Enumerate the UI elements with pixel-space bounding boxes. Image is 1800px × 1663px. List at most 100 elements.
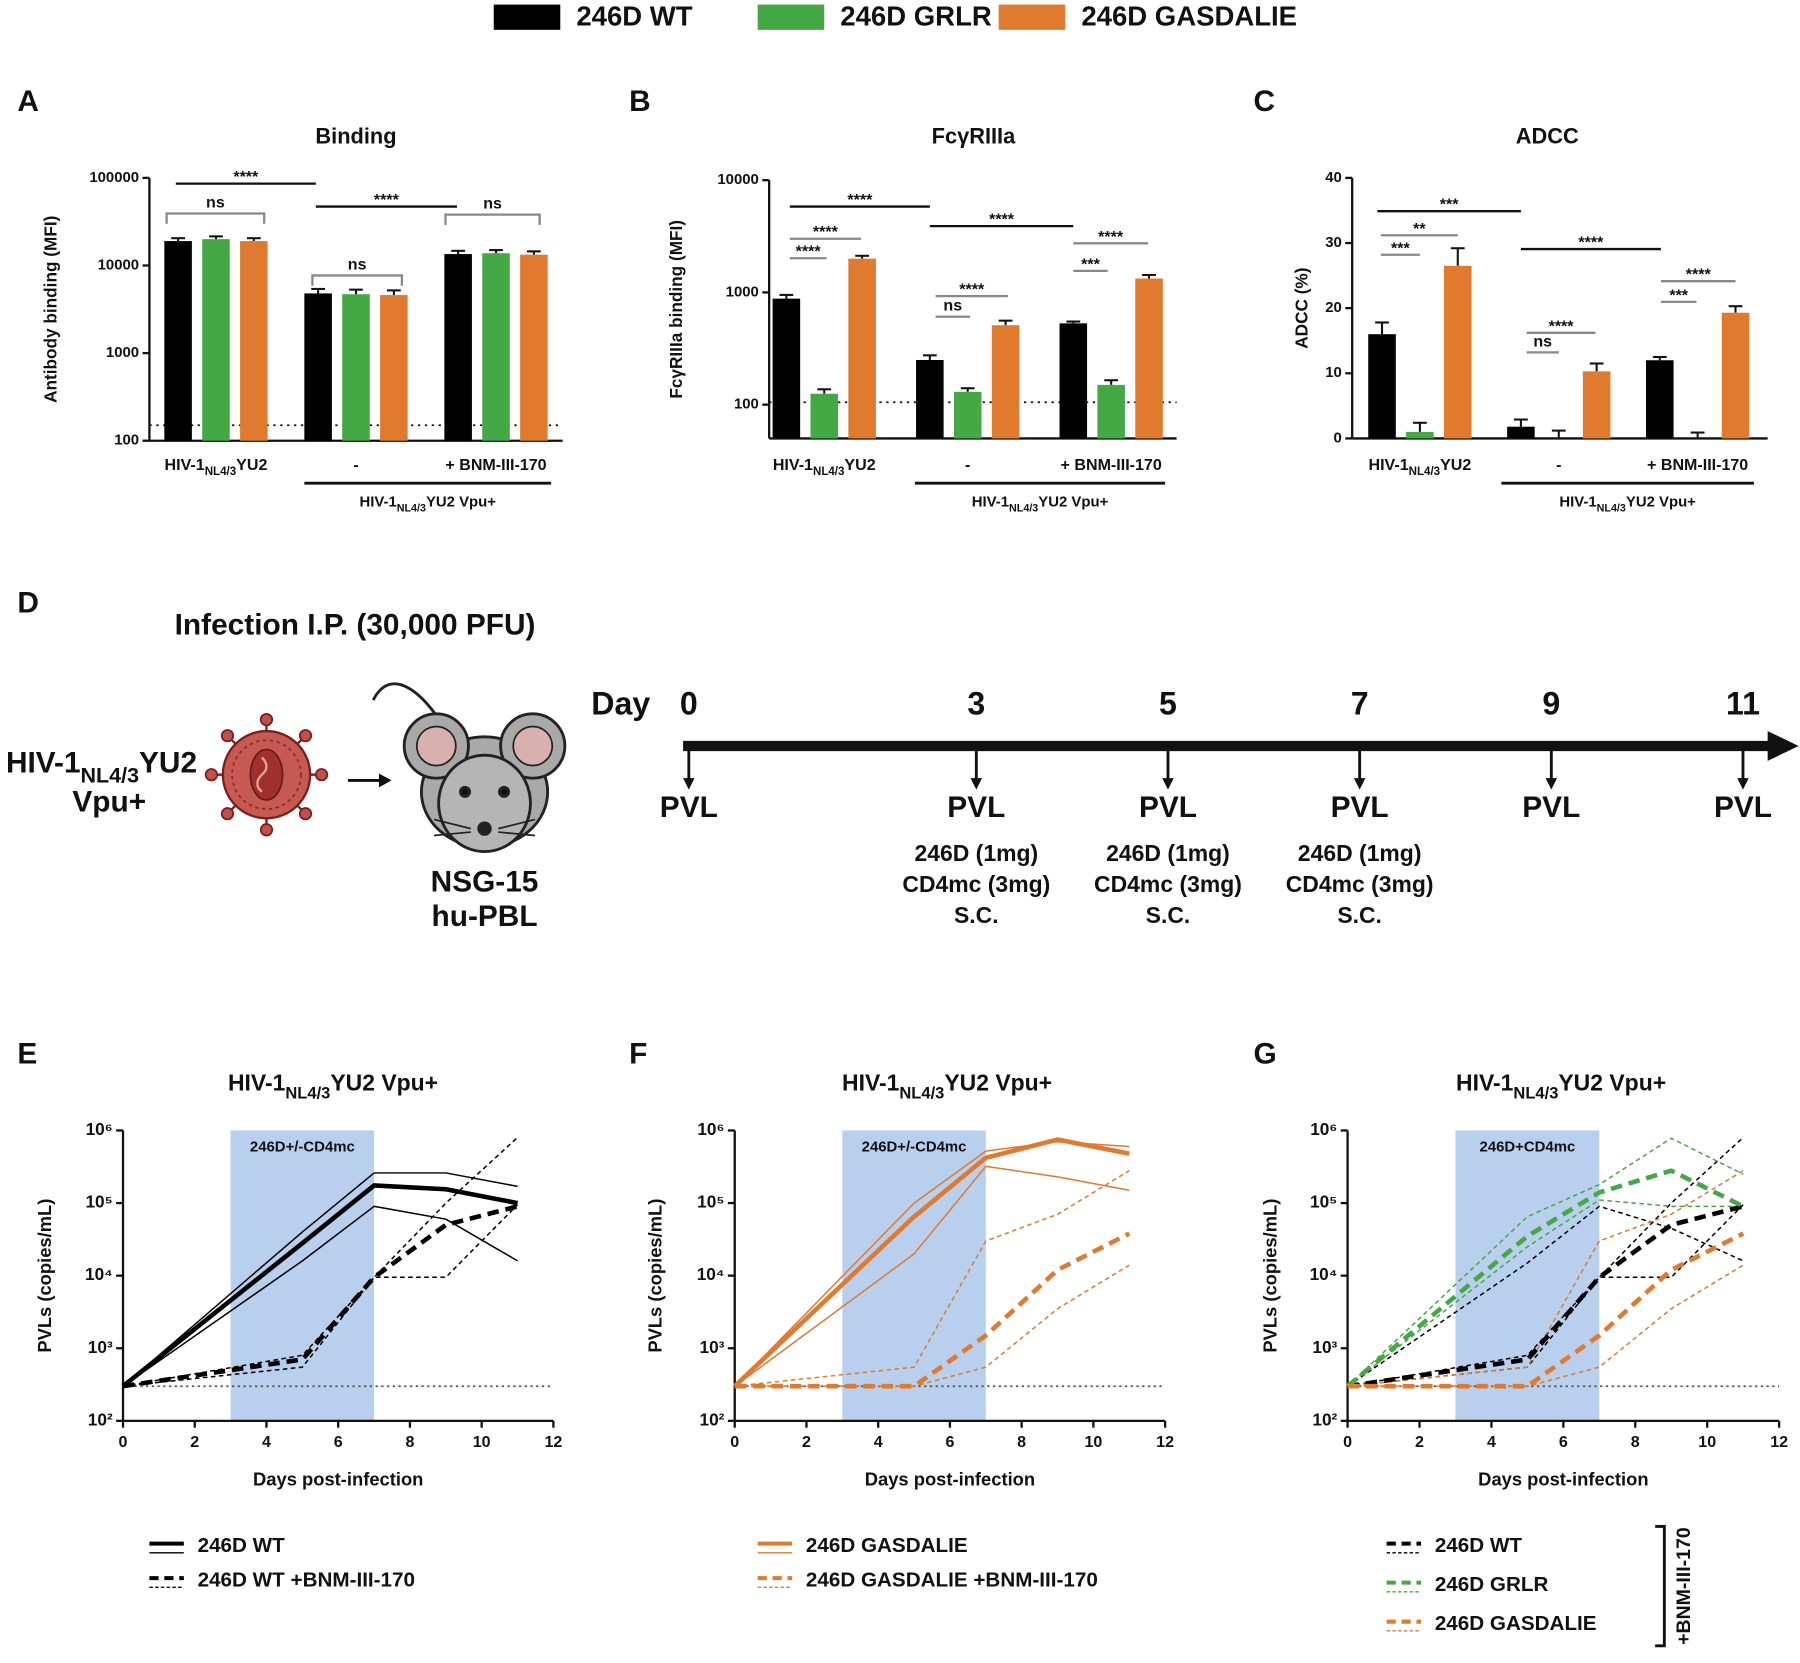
bar	[1059, 323, 1088, 439]
y-axis-label: PVLs (copies/mL)	[645, 1199, 666, 1353]
legend-label: 246D GASDALIE	[806, 1535, 968, 1558]
group-label: HIV-1NL4/3YU2 Vpu+	[1559, 495, 1696, 515]
subscript: NL4/3	[205, 466, 236, 478]
x-tick-label: 10	[1084, 1433, 1102, 1451]
day-number: 3	[967, 685, 985, 721]
mouse-label: hu-PBL	[432, 900, 538, 933]
bar	[1368, 334, 1396, 439]
x-tick-label: 8	[405, 1433, 414, 1451]
legend-label: 246D WT	[198, 1535, 286, 1558]
x-tick-label: 8	[1631, 1433, 1640, 1451]
x-tick-label: 8	[1017, 1433, 1026, 1451]
legend-label: 246D WT	[1435, 1535, 1523, 1558]
day-number: 9	[1542, 685, 1560, 721]
x-tick-label: 10	[473, 1433, 491, 1451]
sampling-label: PVL	[1714, 791, 1772, 824]
significance-label: ****	[233, 168, 259, 186]
y-tick-label: 10	[1325, 365, 1342, 381]
x-tick-label: HIV-1NL4/3YU2	[773, 456, 876, 478]
series-line	[734, 1231, 1131, 1389]
significance-label: ns	[1533, 332, 1552, 350]
bar	[1582, 371, 1611, 439]
y-tick-label: 100000	[89, 170, 139, 186]
chart-title: Binding	[315, 123, 396, 148]
series-line	[121, 1183, 519, 1388]
text-part: HIV-1	[228, 1070, 286, 1096]
significance-label: ***	[1669, 286, 1688, 304]
bar	[482, 253, 510, 441]
x-tick-label: HIV-1NL4/3YU2	[1368, 456, 1471, 478]
x-tick-label: -	[353, 456, 358, 474]
timeline-tick-arrow	[1545, 778, 1558, 790]
x-axis-label: Days post-infection	[1478, 1468, 1648, 1489]
y-axis-label: PVLs (copies/mL)	[34, 1199, 55, 1353]
treatment-label: CD4mc (3mg)	[1286, 871, 1434, 897]
x-tick-label: -	[1556, 456, 1561, 474]
chart-title: FcγRIIIa	[932, 123, 1016, 148]
x-tick-label: + BNM-III-170	[445, 456, 546, 474]
y-tick-label: 10⁴	[85, 1264, 113, 1284]
significance-label: **	[1413, 220, 1426, 238]
chart-title: HIV-1NL4/3YU2 Vpu+	[228, 1070, 438, 1103]
subscript: NL4/3	[1597, 503, 1626, 515]
y-tick-label: 0	[1334, 430, 1342, 446]
treatment-label: S.C.	[1337, 902, 1382, 928]
subscript: NL4/3	[1513, 1083, 1558, 1102]
sampling-label: PVL	[1331, 791, 1389, 824]
panel-letter: G	[1253, 1038, 1276, 1071]
legend-text: 246D GASDALIE	[1435, 1613, 1597, 1636]
significance-label: ****	[813, 223, 839, 241]
timeline-arrowhead	[1767, 731, 1799, 761]
significance-label: ****	[796, 243, 822, 261]
y-tick-label: 10³	[1312, 1337, 1337, 1357]
x-tick-label: 12	[1770, 1433, 1788, 1451]
text-part: HIV-1	[165, 456, 205, 474]
text-part: YU2 Vpu+	[1558, 1070, 1666, 1096]
y-tick-label: 1000	[726, 284, 759, 300]
significance-label: ****	[374, 191, 400, 209]
bar	[1444, 265, 1472, 439]
bar	[1507, 426, 1535, 439]
significance-label: ns	[348, 255, 367, 273]
significance-label: ***	[1081, 255, 1100, 273]
chart-title: HIV-1NL4/3YU2 Vpu+	[842, 1070, 1052, 1103]
series-line	[733, 1137, 1130, 1388]
text-part: HIV-1	[359, 495, 396, 511]
significance-label: ****	[847, 191, 873, 209]
bar	[1645, 360, 1674, 439]
treatment-label: CD4mc (3mg)	[902, 871, 1050, 897]
series-line	[1346, 1168, 1745, 1388]
y-tick-label: 10²	[700, 1409, 725, 1429]
series-line	[122, 1204, 519, 1389]
y-tick-label: 10²	[88, 1409, 113, 1429]
text-part: HIV-1	[1456, 1070, 1514, 1096]
legend-label: 246D GASDALIE	[1081, 1, 1297, 32]
legend-bold-text: +BNM-III-170	[291, 1569, 415, 1592]
significance-label: ****	[959, 281, 985, 299]
series-line	[122, 1172, 518, 1387]
significance-label: ****	[989, 211, 1015, 229]
legend-label: 246D GRLR	[840, 1, 992, 32]
subscript: NL4/3	[1409, 466, 1440, 478]
virus-label: HIV-1NL4/3YU2	[6, 746, 197, 787]
timeline-title: Infection I.P. (30,000 PFU)	[175, 609, 536, 642]
x-tick-label: 12	[1156, 1433, 1174, 1451]
treatment-label: CD4mc (3mg)	[1094, 871, 1242, 897]
sampling-label: PVL	[1139, 791, 1197, 824]
x-tick-label: + BNM-III-170	[1061, 456, 1162, 474]
panel-letter: F	[629, 1038, 647, 1071]
y-tick-label: 40	[1325, 170, 1342, 186]
legend-label: 246D WT	[576, 1, 692, 32]
series-line	[1347, 1170, 1744, 1387]
series-line	[1347, 1137, 1744, 1387]
x-tick-label: 6	[945, 1433, 954, 1451]
y-tick-label: 1000	[106, 345, 139, 361]
x-tick-label: -	[965, 456, 970, 474]
legend-swatch	[493, 4, 561, 30]
legend-bold-text: +BNM-III-170	[973, 1569, 1097, 1592]
significance-label: ***	[1440, 196, 1459, 214]
bar	[991, 325, 1020, 439]
significance-label: ns	[206, 193, 225, 211]
y-axis-label: ADCC (%)	[1291, 268, 1311, 349]
